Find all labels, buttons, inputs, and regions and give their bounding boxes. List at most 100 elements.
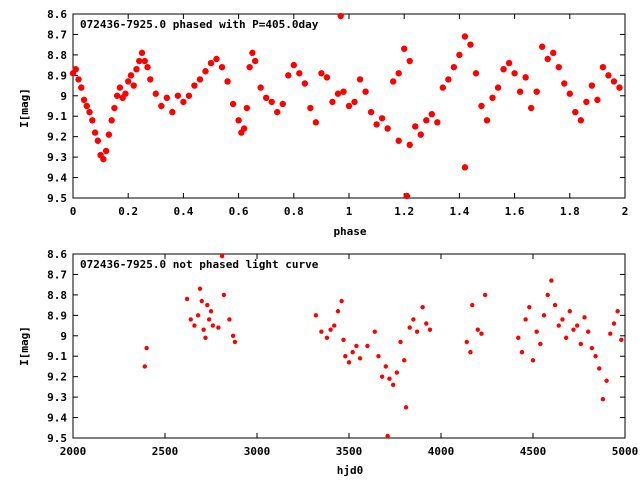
unphased-data-point (354, 343, 359, 349)
phased-data-point (494, 84, 502, 91)
unphased-data-point (195, 313, 201, 318)
unphased-data-point (530, 358, 536, 363)
phased-data-point (406, 141, 413, 149)
unphased-data-point (387, 376, 392, 381)
phased-data-point (478, 102, 485, 110)
unphased-data-point (385, 433, 390, 439)
unphased-axis-ticks: 2000 2500 3000 3500 4000 4500 5000 8.6 8.7 8.8 8.9… (47, 248, 638, 458)
unphased-x-tick-label: 5000 (612, 445, 639, 458)
unphased-data-point (482, 292, 488, 298)
unphased-data-point (545, 292, 550, 298)
phased-x-tick-label: 0.2 (118, 205, 138, 218)
unphased-y-tick-label: 8.6 (47, 248, 67, 261)
phased-y-tick-label: 9.5 (47, 192, 67, 205)
phased-data-point (312, 119, 320, 126)
phased-data-point (566, 90, 573, 97)
unphased-data-point (365, 343, 370, 349)
unphased-data-point (593, 354, 598, 359)
unphased-data-point (357, 356, 363, 361)
phased-data-point (389, 78, 397, 85)
phased-data-point (406, 57, 413, 65)
unphased-data-point (192, 323, 197, 328)
phased-data-point (122, 90, 129, 97)
unphased-data-point (519, 349, 525, 355)
phased-x-tick-label: 1.8 (560, 205, 580, 218)
phased-data-point (489, 94, 496, 102)
phased-data-point (174, 92, 182, 99)
phased-data-point (125, 78, 132, 85)
phased-data-point (141, 57, 148, 65)
unphased-data-point (552, 302, 558, 308)
phased-data-point (307, 104, 314, 112)
phased-data-point (555, 63, 562, 71)
unphased-data-point (407, 325, 412, 330)
phased-data-point (401, 45, 408, 52)
unphased-y-tick-label: 8.8 (47, 289, 67, 302)
unphased-data-point (571, 327, 576, 332)
unphased-data-point (201, 327, 206, 332)
phased-data-point (561, 80, 568, 87)
phased-data-point (279, 100, 286, 108)
phased-data-point (334, 90, 342, 97)
phased-data-point (108, 117, 115, 124)
phased-y-tick-label: 8.6 (47, 8, 67, 21)
phased-data-point (102, 147, 110, 155)
phased-y-tick-label: 8.7 (47, 28, 67, 41)
unphased-x-tick-label: 4000 (428, 445, 455, 458)
phased-data-point (147, 76, 154, 83)
unphased-data-point (184, 296, 190, 302)
unphased-data-point (206, 317, 212, 322)
phased-data-point (257, 84, 264, 91)
unphased-data-point (560, 317, 565, 322)
unphased-data-point (567, 309, 572, 314)
phased-data-point (583, 98, 590, 106)
phased-data-point (130, 82, 137, 89)
unphased-data-point (332, 323, 337, 328)
unphased-data-point (221, 292, 227, 298)
phased-data-point (133, 66, 140, 73)
phased-data-point (356, 76, 364, 83)
unphased-data-point (534, 329, 539, 334)
phased-data-point (296, 70, 303, 77)
phased-axis-ticks: 0 0.2 0.4 0.6 0.8 1 1.2 1.4 1.6 1.8 2 8.6 8.7 8.8 8.9 9… (47, 8, 628, 218)
unphased-data-point (144, 345, 149, 351)
unphased-y-axis-label: I[mag] (18, 326, 31, 366)
phased-x-tick-label: 1.2 (394, 205, 414, 218)
unphased-x-tick-label: 3000 (244, 445, 271, 458)
phased-data-point (395, 137, 402, 144)
phased-data-point (467, 41, 474, 48)
phased-data-point (318, 70, 325, 77)
unphased-y-tick-label: 9.1 (47, 350, 67, 363)
phased-data-point (428, 110, 435, 118)
unphased-data-point (424, 321, 429, 326)
phased-light-curve-panel: 0 0.2 0.4 0.6 0.8 1 1.2 1.4 1.6 1.8 2 8.6 8.7 8.8 8.9 9… (18, 8, 628, 238)
unphased-y-tick-label: 8.9 (47, 309, 67, 322)
phased-data-point (75, 76, 82, 83)
unphased-data-point (541, 313, 547, 318)
phased-data-point (522, 74, 529, 81)
unphased-data-point (574, 323, 580, 328)
phased-data-point (373, 121, 380, 128)
phased-data-point (594, 96, 601, 104)
phased-data-point (417, 131, 424, 138)
unphased-data-point (232, 339, 238, 345)
phased-data-point (116, 84, 124, 91)
phased-data-point (78, 84, 85, 91)
phased-data-point (395, 70, 402, 77)
unphased-data-point (464, 339, 469, 345)
unphased-data-point (549, 278, 554, 283)
unphased-x-tick-label: 3500 (336, 445, 363, 458)
phased-x-tick-label: 1 (346, 205, 353, 218)
phased-data-point (229, 100, 237, 108)
phased-data-point (505, 59, 513, 67)
phased-data-point (80, 96, 88, 104)
unphased-data-point (468, 349, 473, 355)
phased-x-tick-label: 0.4 (173, 205, 193, 218)
unphased-data-points (142, 253, 624, 439)
unphased-data-point (230, 333, 236, 338)
unphased-data-point (516, 335, 521, 341)
phased-data-point (251, 57, 259, 65)
unphased-data-point (411, 317, 416, 322)
phased-x-axis-label: phase (333, 225, 366, 238)
phased-data-point (191, 82, 198, 89)
